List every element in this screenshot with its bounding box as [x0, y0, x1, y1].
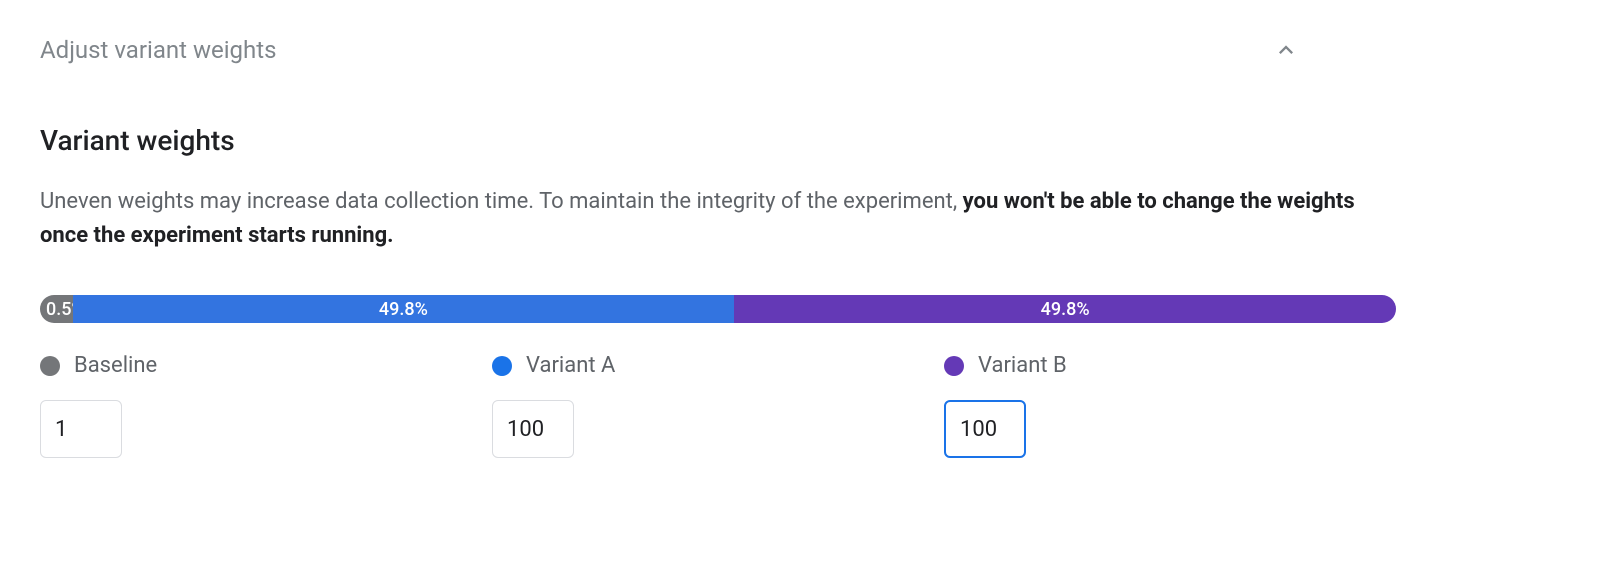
- variant-block: Baseline: [40, 353, 492, 458]
- variant-label-row: Baseline: [40, 353, 492, 378]
- weight-segment: 49.8%: [734, 295, 1396, 323]
- variant-label-row: Variant A: [492, 353, 944, 378]
- weight-segment: 49.8%: [73, 295, 735, 323]
- description-text: Uneven weights may increase data collect…: [40, 189, 963, 214]
- variant-label: Variant A: [526, 353, 615, 378]
- variant-weights-panel: Adjust variant weights Variant weights U…: [0, 0, 1600, 458]
- weight-distribution-bar: 0.5%49.8%49.8%: [40, 295, 1396, 323]
- variant-label: Variant B: [978, 353, 1067, 378]
- variant-color-dot: [944, 356, 964, 376]
- variants-row: Baseline Variant A Variant B: [40, 353, 1560, 458]
- variant-weight-input[interactable]: [492, 400, 574, 458]
- variant-color-dot: [40, 356, 60, 376]
- variant-block: Variant A: [492, 353, 944, 458]
- variant-label: Baseline: [74, 353, 157, 378]
- weight-segment: 0.5%: [40, 295, 73, 323]
- variant-weight-input[interactable]: [944, 400, 1026, 458]
- variant-block: Variant B: [944, 353, 1396, 458]
- variant-weight-input[interactable]: [40, 400, 122, 458]
- section-header[interactable]: Adjust variant weights: [40, 36, 1560, 64]
- weights-description: Uneven weights may increase data collect…: [40, 185, 1400, 253]
- variant-color-dot: [492, 356, 512, 376]
- variant-label-row: Variant B: [944, 353, 1396, 378]
- section-title: Adjust variant weights: [40, 36, 276, 64]
- chevron-up-icon: [1272, 36, 1300, 64]
- subsection-title: Variant weights: [40, 124, 1560, 157]
